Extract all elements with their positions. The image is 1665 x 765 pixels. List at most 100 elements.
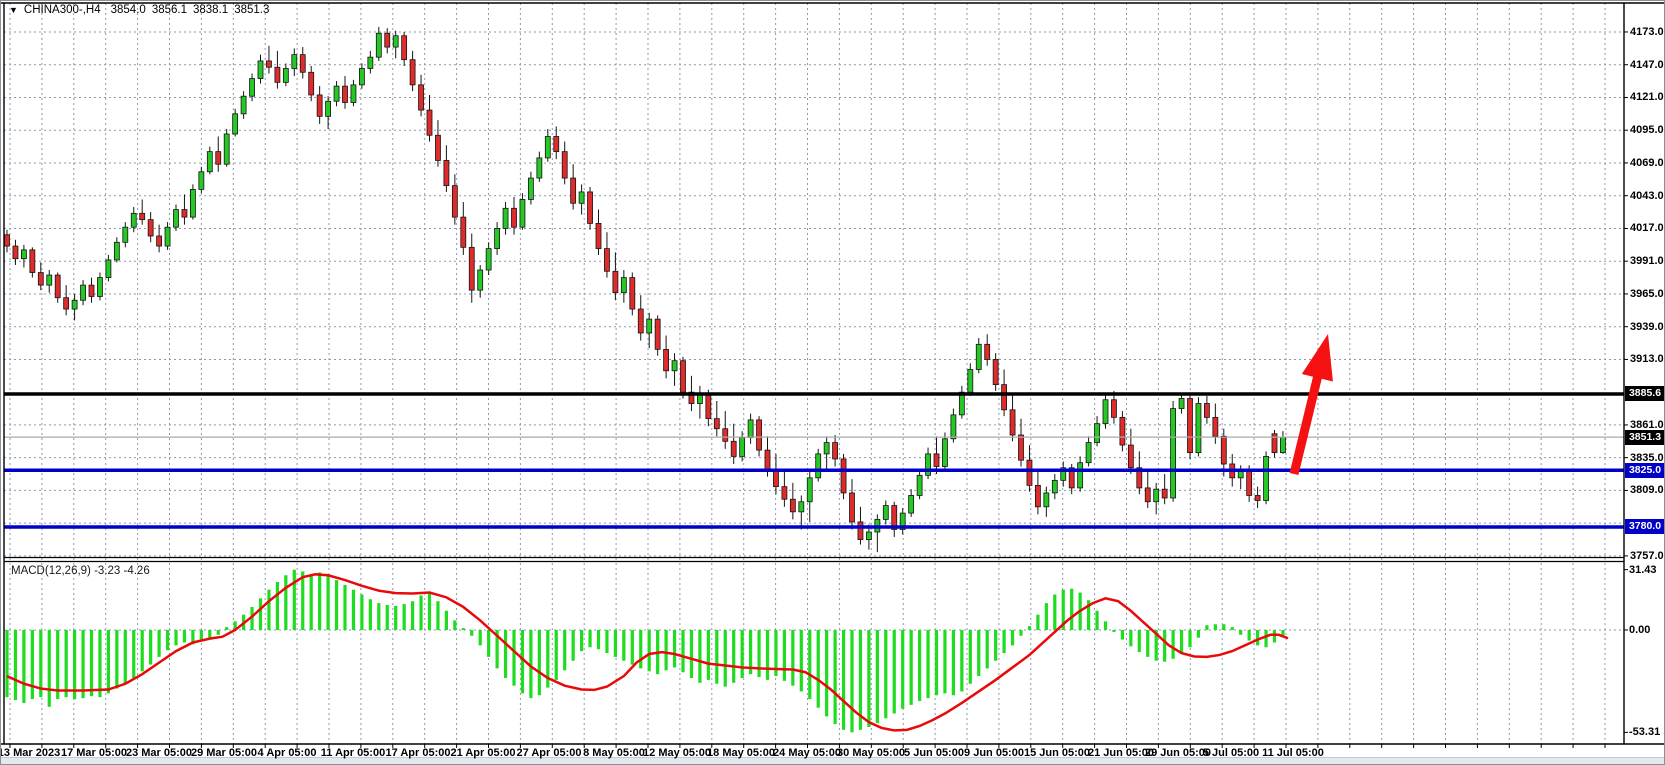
time-axis-label: 15 Jun 05:00 xyxy=(1023,747,1091,759)
candle xyxy=(266,60,272,68)
candle xyxy=(866,531,872,540)
candle xyxy=(342,85,348,103)
price-axis-tick-label: 3757.0 xyxy=(1630,549,1664,562)
trend-arrow-annotation[interactable] xyxy=(1289,334,1333,476)
gridlines xyxy=(4,3,1624,744)
macd-main-value: -3.23 xyxy=(94,565,121,577)
candle xyxy=(1085,442,1092,464)
candle xyxy=(1051,479,1058,494)
candle xyxy=(1170,408,1176,499)
horizontal-level-lines[interactable] xyxy=(4,392,1624,529)
time-axis-label: 9 Jun 05:00 xyxy=(964,747,1024,759)
candle xyxy=(1119,416,1126,446)
candle xyxy=(722,428,729,442)
candle xyxy=(37,272,44,286)
price-axis-tick-label: 3861.0 xyxy=(1630,418,1664,431)
candle xyxy=(958,391,965,416)
candle xyxy=(916,474,923,496)
candle xyxy=(1060,467,1067,481)
candle xyxy=(477,269,484,291)
candle xyxy=(54,274,61,299)
candle xyxy=(215,151,222,165)
candle xyxy=(392,35,399,48)
candle xyxy=(1280,436,1286,454)
time-axis-label: 12 May 05:00 xyxy=(643,747,711,759)
price-axis-tick-label: 3913.0 xyxy=(1630,353,1664,366)
chevron-down-icon[interactable]: ▼ xyxy=(9,5,18,15)
candle xyxy=(88,284,95,297)
candle xyxy=(1127,444,1134,469)
candle xyxy=(105,259,112,278)
candle xyxy=(97,277,103,297)
candle xyxy=(595,223,602,250)
candle xyxy=(1263,456,1269,501)
chart-header: ▼ CHINA300-,H4 3854.0 3856.1 3838.1 3851… xyxy=(9,4,275,16)
candle xyxy=(849,492,855,523)
macd-name: MACD(12,26,9) xyxy=(11,565,91,577)
candle xyxy=(933,453,940,467)
candle xyxy=(1001,384,1007,411)
price-axis-tick-label: 4095.0 xyxy=(1630,124,1664,137)
candle xyxy=(764,449,771,470)
candle xyxy=(485,248,492,271)
candlestick-series xyxy=(4,26,1286,553)
candle xyxy=(401,35,408,61)
candle xyxy=(553,136,560,153)
price-axis-tick-label: 4173.0 xyxy=(1630,25,1664,38)
candle xyxy=(1035,484,1041,508)
candle xyxy=(164,226,171,247)
candle xyxy=(663,348,669,372)
time-axis-label: 4 Apr 05:00 xyxy=(257,747,317,759)
candle xyxy=(1018,434,1024,461)
time-axis-label: 18 May 05:00 xyxy=(707,747,775,759)
candle xyxy=(409,59,416,86)
candle xyxy=(274,66,281,83)
candle xyxy=(113,241,120,261)
candle xyxy=(147,219,154,237)
candle xyxy=(925,453,931,476)
candle xyxy=(63,297,70,310)
candle xyxy=(367,56,374,69)
time-axis-label: 21 Jun 05:00 xyxy=(1087,747,1155,759)
candle xyxy=(1077,462,1084,489)
price-axis-tick-label: 3939.0 xyxy=(1630,320,1664,333)
candle xyxy=(1043,492,1050,508)
candle xyxy=(857,521,864,540)
candle xyxy=(451,185,458,218)
candle xyxy=(1009,409,1016,436)
candle xyxy=(468,246,475,291)
candle xyxy=(612,270,619,294)
candle xyxy=(249,78,255,97)
price-axis-tick-label: 3965.0 xyxy=(1630,287,1664,300)
candle xyxy=(511,207,517,228)
close-value: 3851.3 xyxy=(234,4,270,16)
low-value: 3838.1 xyxy=(193,4,229,16)
candle xyxy=(1026,459,1033,486)
candle xyxy=(325,100,332,117)
candle xyxy=(435,134,441,161)
candle xyxy=(1271,433,1278,454)
candle xyxy=(587,191,593,224)
candle xyxy=(139,212,146,221)
candle xyxy=(20,249,27,260)
candle xyxy=(257,60,264,79)
price-level-badge: 3825.0 xyxy=(1625,462,1664,478)
candle xyxy=(992,359,999,386)
time-axis-label: 29 Mar 05:00 xyxy=(190,747,258,759)
candle xyxy=(620,277,627,294)
candle xyxy=(426,109,433,136)
candle xyxy=(604,248,610,272)
candle xyxy=(519,199,526,228)
candle xyxy=(536,157,543,179)
candle xyxy=(570,177,577,204)
candle xyxy=(528,177,534,200)
price-axis-tick-label: 4121.0 xyxy=(1630,91,1664,104)
time-axis-label: 30 May 05:00 xyxy=(837,747,905,759)
price-axis-tick-label: 3835.0 xyxy=(1630,451,1664,464)
symbol-timeframe-label: CHINA300-,H4 xyxy=(23,4,101,16)
candle xyxy=(950,414,957,440)
candle xyxy=(181,209,188,218)
candle xyxy=(942,438,948,467)
candle xyxy=(494,228,501,250)
